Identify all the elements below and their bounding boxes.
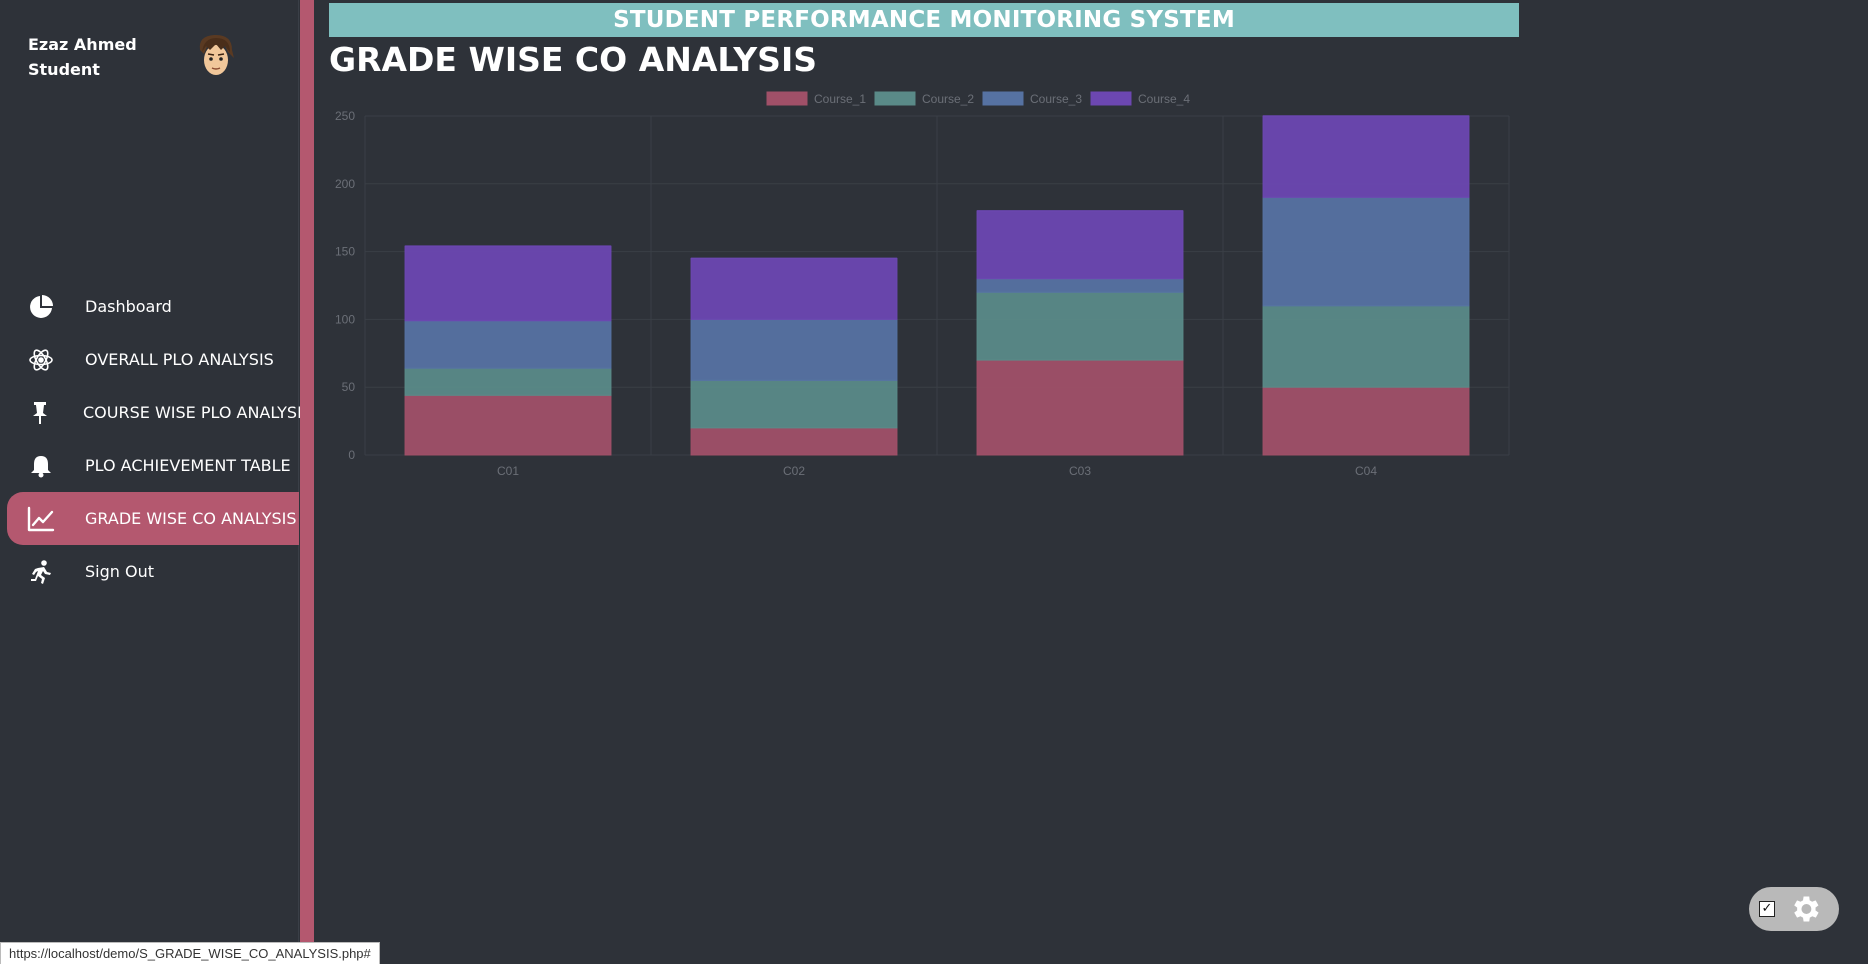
stacked-bar-chart: 0 50 100 150 200 250 C01 C02 C03 C04 Course_1 Cours… bbox=[335, 91, 1510, 478]
page-title: GRADE WISE CO ANALYSIS bbox=[329, 40, 817, 79]
legend-label: Course_2 bbox=[922, 92, 974, 106]
y-tick-label: 0 bbox=[348, 448, 355, 462]
bar-segment bbox=[1262, 196, 1470, 307]
bar-segment bbox=[976, 278, 1184, 293]
sidebar-item-course-wise-plo-analysis[interactable]: COURSE WISE PLO ANALYSIS bbox=[7, 386, 312, 439]
sidebar-item-label: PLO ACHIEVEMENT TABLE bbox=[85, 456, 291, 475]
gear-icon[interactable] bbox=[1787, 891, 1823, 927]
legend-swatch bbox=[1090, 91, 1132, 106]
sidebar-item-label: GRADE WISE CO ANALYSIS bbox=[85, 509, 297, 528]
sidebar-accent-rail bbox=[300, 0, 314, 964]
legend-label: Course_3 bbox=[1030, 92, 1082, 106]
sidebar-item-label: COURSE WISE PLO ANALYSIS bbox=[83, 403, 312, 422]
y-tick-label: 250 bbox=[335, 109, 355, 123]
app-banner: STUDENT PERFORMANCE MONITORING SYSTEM bbox=[329, 3, 1519, 37]
avatar bbox=[199, 34, 234, 75]
atom-icon bbox=[27, 346, 55, 374]
legend-label: Course_1 bbox=[814, 92, 866, 106]
sidebar-item-label: OVERALL PLO ANALYSIS bbox=[85, 350, 274, 369]
bar-segment bbox=[404, 394, 612, 456]
bar-segment bbox=[404, 320, 612, 369]
chart-container: 0 50 100 150 200 250 C01 C02 C03 C04 Course_1 Cours… bbox=[329, 88, 1529, 488]
x-tick-label: C01 bbox=[497, 464, 519, 478]
y-tick-label: 200 bbox=[335, 177, 355, 191]
x-tick-label: C02 bbox=[783, 464, 805, 478]
sidebar-item-dashboard[interactable]: Dashboard bbox=[7, 280, 299, 333]
bar-segment bbox=[976, 210, 1184, 280]
settings-widget[interactable]: ✓ bbox=[1749, 887, 1839, 931]
legend-label: Course_4 bbox=[1138, 92, 1190, 106]
checkbox-icon[interactable]: ✓ bbox=[1759, 901, 1775, 917]
x-tick-label: C04 bbox=[1355, 464, 1377, 478]
y-tick-label: 50 bbox=[342, 380, 356, 394]
y-tick-label: 150 bbox=[335, 245, 355, 259]
sidebar-item-plo-achievement-table[interactable]: PLO ACHIEVEMENT TABLE bbox=[7, 439, 299, 492]
bar-segment bbox=[1262, 115, 1470, 198]
app-title: STUDENT PERFORMANCE MONITORING SYSTEM bbox=[613, 7, 1235, 33]
sidebar-panel bbox=[0, 0, 299, 964]
bar-segment bbox=[1262, 305, 1470, 388]
x-tick-label: C03 bbox=[1069, 464, 1091, 478]
browser-status-url: https://localhost/demo/S_GRADE_WISE_CO_A… bbox=[0, 942, 380, 964]
bell-icon bbox=[27, 452, 55, 480]
sidebar-item-label: Sign Out bbox=[85, 562, 154, 581]
bar-segment bbox=[404, 367, 612, 396]
sidebar-item-overall-plo-analysis[interactable]: OVERALL PLO ANALYSIS bbox=[7, 333, 299, 386]
line-chart-icon bbox=[27, 505, 55, 533]
pie-chart-icon bbox=[27, 293, 55, 321]
bar-segment bbox=[404, 245, 612, 322]
bar-segment bbox=[690, 379, 898, 429]
sidebar-item-grade-wise-co-analysis[interactable]: GRADE WISE CO ANALYSIS bbox=[7, 492, 299, 545]
sidebar: Ezaz Ahmed Student Dashboard bbox=[0, 0, 312, 964]
legend-swatch bbox=[766, 91, 808, 106]
bar-segment bbox=[976, 291, 1184, 361]
user-role: Student bbox=[28, 60, 100, 79]
bar-segment bbox=[690, 318, 898, 381]
y-tick-label: 100 bbox=[335, 312, 355, 326]
bar-segment bbox=[976, 359, 1184, 456]
running-person-icon bbox=[27, 558, 55, 586]
user-profile: Ezaz Ahmed Student bbox=[28, 32, 278, 92]
bar-segment bbox=[690, 257, 898, 320]
legend-swatch bbox=[982, 91, 1024, 106]
bar-segment bbox=[690, 427, 898, 456]
sidebar-item-sign-out[interactable]: Sign Out bbox=[7, 545, 299, 598]
bar-segment bbox=[1262, 386, 1470, 456]
sidebar-item-label: Dashboard bbox=[85, 297, 172, 316]
legend-swatch bbox=[874, 91, 916, 106]
user-name: Ezaz Ahmed bbox=[28, 35, 137, 54]
pin-icon bbox=[27, 399, 53, 427]
sidebar-nav: Dashboard OVERALL PLO ANALYSIS bbox=[0, 280, 312, 598]
